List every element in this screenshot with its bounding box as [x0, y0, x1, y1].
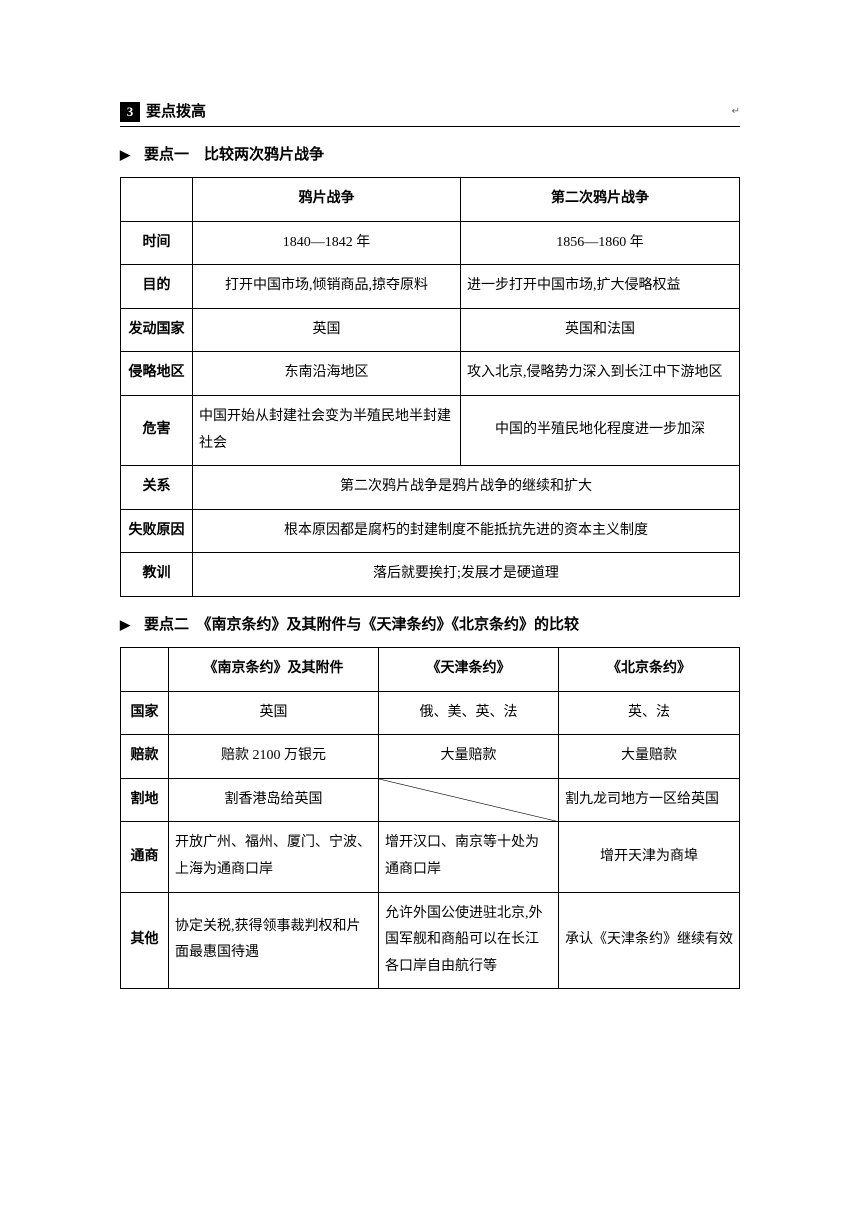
- col-header-3: 《北京条约》: [559, 647, 740, 691]
- cell: 赔款 2100 万银元: [169, 735, 379, 779]
- diagonal-line-icon: [379, 779, 558, 822]
- section-title: 要点拨高: [146, 100, 206, 124]
- row-header: 通商: [121, 822, 169, 892]
- col-header-2: 第二次鸦片战争: [461, 178, 740, 222]
- point-1-header: ▶ 要点一 比较两次鸦片战争: [120, 143, 740, 167]
- col-header-1: 《南京条约》及其附件: [169, 647, 379, 691]
- header-cell-empty: [121, 647, 169, 691]
- cell-merged: 第二次鸦片战争是鸦片战争的继续和扩大: [193, 466, 740, 510]
- row-header: 危害: [121, 395, 193, 465]
- section-number: 3: [120, 102, 140, 122]
- cell: 增开汉口、南京等十处为通商口岸: [379, 822, 559, 892]
- table-row: 发动国家 英国 英国和法国: [121, 308, 740, 352]
- cell-merged: 落后就要挨打;发展才是硬道理: [193, 553, 740, 597]
- cell: 打开中国市场,倾销商品,掠夺原料: [193, 265, 461, 309]
- point-1-label: 要点一 比较两次鸦片战争: [144, 143, 324, 167]
- triangle-icon: ▶: [120, 615, 130, 636]
- cell: 英国和法国: [461, 308, 740, 352]
- point-2-header: ▶ 要点二 《南京条约》及其附件与《天津条约》《北京条约》的比较: [120, 613, 740, 637]
- cell: 英国: [169, 691, 379, 735]
- row-header: 目的: [121, 265, 193, 309]
- cell: 割香港岛给英国: [169, 778, 379, 822]
- table-row: 时间 1840—1842 年 1856—1860 年: [121, 221, 740, 265]
- cell: 英、法: [559, 691, 740, 735]
- cell-merged: 根本原因都是腐朽的封建制度不能抵抗先进的资本主义制度: [193, 509, 740, 553]
- table-row: 通商 开放广州、福州、厦门、宁波、上海为通商口岸 增开汉口、南京等十处为通商口岸…: [121, 822, 740, 892]
- table-opium-wars: 鸦片战争 第二次鸦片战争 时间 1840—1842 年 1856—1860 年 …: [120, 177, 740, 597]
- table-row: 目的 打开中国市场,倾销商品,掠夺原料 进一步打开中国市场,扩大侵略权益: [121, 265, 740, 309]
- cell: 开放广州、福州、厦门、宁波、上海为通商口岸: [169, 822, 379, 892]
- table-row: 其他 协定关税,获得领事裁判权和片面最惠国待遇 允许外国公使进驻北京,外国军舰和…: [121, 892, 740, 989]
- row-header: 国家: [121, 691, 169, 735]
- table-treaties: 《南京条约》及其附件 《天津条约》 《北京条约》 国家 英国 俄、美、英、法 英…: [120, 647, 740, 989]
- row-header: 发动国家: [121, 308, 193, 352]
- section-header: 3 要点拨高 ↵: [120, 100, 740, 127]
- cell: 增开天津为商埠: [559, 822, 740, 892]
- cell: 1856—1860 年: [461, 221, 740, 265]
- cell: 大量赔款: [379, 735, 559, 779]
- cell: 允许外国公使进驻北京,外国军舰和商船可以在长江各口岸自由航行等: [379, 892, 559, 989]
- row-header: 教训: [121, 553, 193, 597]
- table-row: 关系 第二次鸦片战争是鸦片战争的继续和扩大: [121, 466, 740, 510]
- cell: 大量赔款: [559, 735, 740, 779]
- table-row: 鸦片战争 第二次鸦片战争: [121, 178, 740, 222]
- table-row: 《南京条约》及其附件 《天津条约》 《北京条约》: [121, 647, 740, 691]
- header-cell-empty: [121, 178, 193, 222]
- cell: 英国: [193, 308, 461, 352]
- table-row: 割地 割香港岛给英国 割九龙司地方一区给英国: [121, 778, 740, 822]
- cell: 中国的半殖民地化程度进一步加深: [461, 395, 740, 465]
- cell: 割九龙司地方一区给英国: [559, 778, 740, 822]
- cell: 中国开始从封建社会变为半殖民地半封建社会: [193, 395, 461, 465]
- row-header: 赔款: [121, 735, 169, 779]
- row-header: 关系: [121, 466, 193, 510]
- row-header: 失败原因: [121, 509, 193, 553]
- table-row: 失败原因 根本原因都是腐朽的封建制度不能抵抗先进的资本主义制度: [121, 509, 740, 553]
- cell: 协定关税,获得领事裁判权和片面最惠国待遇: [169, 892, 379, 989]
- cell: 俄、美、英、法: [379, 691, 559, 735]
- triangle-icon: ▶: [120, 145, 130, 166]
- table-row: 危害 中国开始从封建社会变为半殖民地半封建社会 中国的半殖民地化程度进一步加深: [121, 395, 740, 465]
- table-row: 赔款 赔款 2100 万银元 大量赔款 大量赔款: [121, 735, 740, 779]
- row-header: 其他: [121, 892, 169, 989]
- col-header-1: 鸦片战争: [193, 178, 461, 222]
- col-header-2: 《天津条约》: [379, 647, 559, 691]
- cell: 攻入北京,侵略势力深入到长江中下游地区: [461, 352, 740, 396]
- row-header: 侵略地区: [121, 352, 193, 396]
- table-row: 教训 落后就要挨打;发展才是硬道理: [121, 553, 740, 597]
- cell: 1840—1842 年: [193, 221, 461, 265]
- cell: 东南沿海地区: [193, 352, 461, 396]
- table-row: 侵略地区 东南沿海地区 攻入北京,侵略势力深入到长江中下游地区: [121, 352, 740, 396]
- end-marker: ↵: [732, 104, 740, 120]
- cell-diagonal: [379, 778, 559, 822]
- cell: 进一步打开中国市场,扩大侵略权益: [461, 265, 740, 309]
- cell: 承认《天津条约》继续有效: [559, 892, 740, 989]
- table-row: 国家 英国 俄、美、英、法 英、法: [121, 691, 740, 735]
- point-2-label: 要点二 《南京条约》及其附件与《天津条约》《北京条约》的比较: [144, 613, 579, 637]
- row-header: 割地: [121, 778, 169, 822]
- row-header: 时间: [121, 221, 193, 265]
